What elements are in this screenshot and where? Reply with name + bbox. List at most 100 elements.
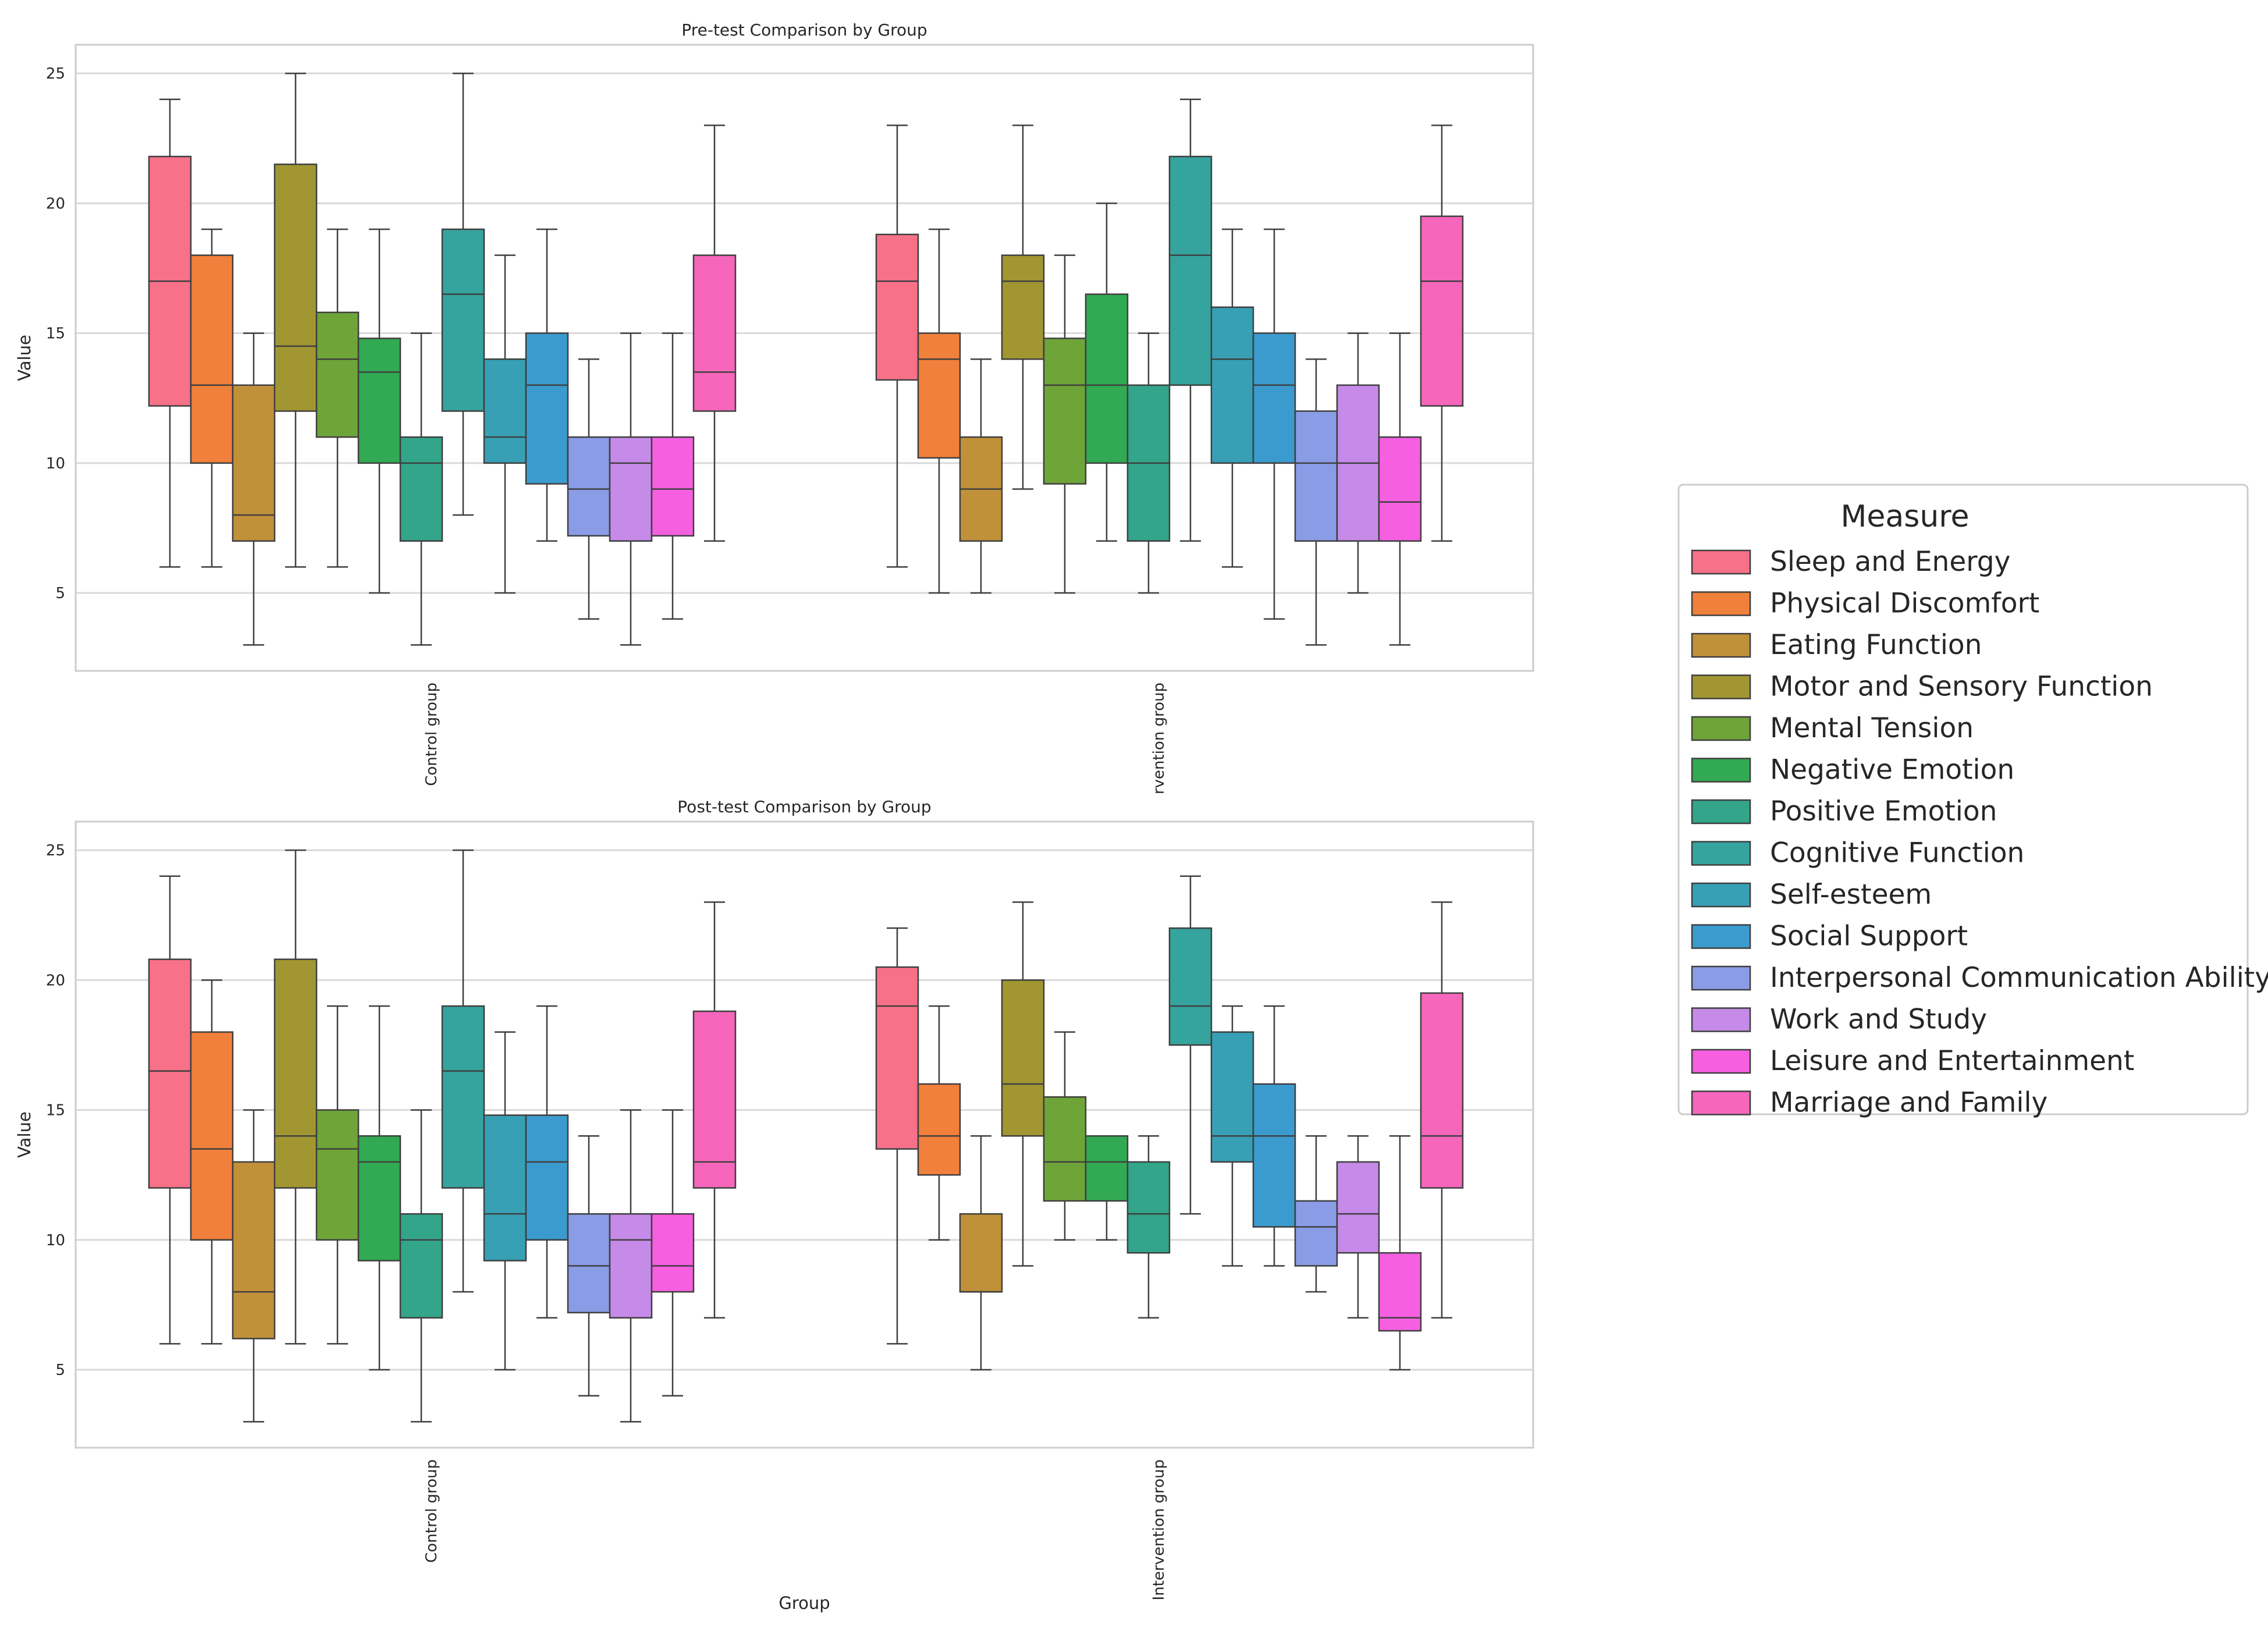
legend-label: Negative Emotion [1770, 754, 2014, 786]
plot-frame [74, 44, 1534, 672]
iqr-box [1043, 337, 1087, 485]
iqr-box [917, 1083, 961, 1176]
box-cognitive-function [441, 72, 485, 516]
box-positive-emotion [399, 1109, 443, 1423]
legend-label: Mental Tension [1770, 712, 1974, 744]
box-cognitive-function [441, 849, 485, 1293]
iqr-box [1420, 992, 1464, 1189]
box-motor-and-sensory-function [1001, 901, 1045, 1267]
y-tick-label: 5 [55, 585, 65, 602]
box-sleep-and-energy [875, 125, 919, 568]
iqr-box [692, 254, 737, 412]
box-motor-and-sensory-function [273, 849, 318, 1345]
legend-item: Eating Function [1691, 629, 1982, 661]
box-cognitive-function [1168, 875, 1213, 1215]
legend-item: Sleep and Energy [1691, 546, 2010, 578]
box-physical-discomfort [917, 228, 961, 594]
legend-swatch [1691, 632, 1751, 658]
chart-title: Post-test Comparison by Group [677, 797, 931, 816]
legend-item: Social Support [1691, 921, 1968, 953]
box-physical-discomfort [190, 979, 234, 1345]
iqr-box [441, 228, 485, 412]
box-leisure-and-entertainment [650, 1109, 695, 1397]
legend-item: Positive Emotion [1691, 795, 1997, 827]
iqr-box [273, 164, 318, 412]
iqr-box [357, 1135, 401, 1262]
legend-swatch [1691, 924, 1751, 949]
legend-swatch [1691, 674, 1751, 699]
box-eating-function [232, 332, 276, 646]
iqr-box [609, 436, 653, 542]
box-physical-discomfort [917, 1005, 961, 1241]
box-mental-tension [315, 228, 360, 568]
iqr-box [567, 436, 611, 537]
iqr-box [525, 1114, 569, 1241]
box-leisure-and-entertainment [650, 332, 695, 620]
y-tick-label: 25 [46, 65, 65, 83]
legend-item: Marriage and Family [1691, 1087, 2047, 1119]
x-tick-label: Control group [423, 1459, 440, 1563]
iqr-box [609, 1213, 653, 1319]
y-tick-label: 25 [46, 842, 65, 859]
box-positive-emotion [399, 332, 443, 646]
legend-label: Leisure and Entertainment [1770, 1045, 2134, 1077]
iqr-box [1043, 1096, 1087, 1202]
iqr-box [692, 1010, 737, 1189]
iqr-box [315, 1109, 360, 1241]
legend-swatch [1691, 716, 1751, 741]
legend-item: Mental Tension [1691, 712, 1974, 744]
legend-swatch [1691, 591, 1751, 616]
box-social-support [525, 1005, 569, 1319]
iqr-box [875, 233, 919, 381]
iqr-box [1085, 293, 1129, 464]
iqr-box [1168, 155, 1213, 386]
iqr-box [1001, 254, 1045, 360]
box-marriage-and-family [1420, 125, 1464, 542]
iqr-box [1294, 1200, 1338, 1267]
iqr-box [1126, 1161, 1171, 1254]
box-interpersonal-communication-ability [1294, 1135, 1338, 1293]
legend-frame [1677, 484, 2249, 1115]
iqr-box [1252, 1083, 1296, 1228]
legend-label: Motor and Sensory Function [1770, 671, 2153, 703]
y-tick-label: 10 [46, 1232, 65, 1249]
legend-item: Interpersonal Communication Ability [1691, 962, 2268, 994]
legend-item: Self-esteem [1691, 879, 1932, 911]
y-tick-label: 5 [55, 1362, 65, 1379]
iqr-box [567, 1213, 611, 1314]
box-work-and-study [609, 1109, 653, 1423]
box-mental-tension [1043, 1031, 1087, 1241]
x-tick-label: Intervention group [1150, 1459, 1168, 1600]
box-positive-emotion [1126, 1135, 1171, 1319]
legend-label: Eating Function [1770, 629, 1982, 661]
box-self-esteem [1210, 228, 1254, 568]
box-self-esteem [483, 254, 527, 594]
legend-swatch [1691, 1090, 1751, 1115]
box-motor-and-sensory-function [1001, 125, 1045, 490]
box-self-esteem [483, 1031, 527, 1371]
legend-label: Sleep and Energy [1770, 546, 2010, 578]
y-tick-label: 15 [46, 1102, 65, 1120]
box-social-support [525, 228, 569, 542]
legend-label: Physical Discomfort [1770, 588, 2039, 620]
iqr-box [875, 966, 919, 1150]
iqr-box [1336, 1161, 1380, 1254]
box-marriage-and-family [692, 125, 737, 542]
iqr-box [148, 958, 192, 1189]
iqr-box [483, 358, 527, 464]
box-negative-emotion [1085, 202, 1129, 542]
box-interpersonal-communication-ability [567, 358, 611, 620]
box-leisure-and-entertainment [1378, 332, 1422, 646]
iqr-box [232, 384, 276, 542]
iqr-box [1210, 1031, 1254, 1163]
iqr-box [399, 1213, 443, 1319]
legend-item: Work and Study [1691, 1004, 1987, 1036]
iqr-box [1001, 979, 1045, 1137]
legend-item: Leisure and Entertainment [1691, 1045, 2134, 1077]
legend-swatch [1691, 758, 1751, 783]
iqr-box [190, 1031, 234, 1241]
legend-label: Self-esteem [1770, 879, 1932, 911]
box-social-support [1252, 1005, 1296, 1267]
box-negative-emotion [1085, 1135, 1129, 1241]
legend-swatch [1691, 549, 1751, 575]
